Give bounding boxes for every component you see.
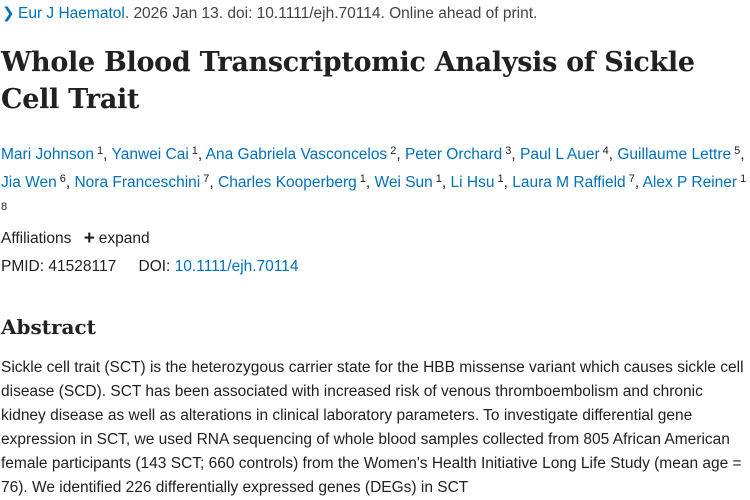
identifiers-row: PMID: 41528117 DOI: 10.1111/ejh.70114 bbox=[1, 257, 299, 277]
author-affiliation-number[interactable]: 2 bbox=[390, 145, 397, 157]
affiliations-label: Affiliations bbox=[1, 230, 72, 247]
author-separator: , bbox=[441, 174, 451, 191]
author-separator: , bbox=[197, 146, 206, 163]
author-affiliation-number[interactable]: 3 bbox=[505, 145, 512, 157]
author-affiliation-number[interactable]: 4 bbox=[602, 145, 609, 157]
author-affiliation-number[interactable]: 1 bbox=[359, 173, 366, 185]
author-link[interactable]: Yanwei Cai bbox=[111, 146, 189, 163]
pmid-value: 41528117 bbox=[48, 258, 117, 275]
article-title: Whole Blood Transcriptomic Analysis of S… bbox=[1, 47, 695, 115]
author-affiliation-number[interactable]: 1 bbox=[97, 145, 104, 157]
abstract-text: Sickle cell trait (SCT) is the heterozyg… bbox=[1, 359, 744, 496]
expand-affiliations-button[interactable]: + expand bbox=[83, 228, 150, 249]
author-link[interactable]: Ana Gabriela Vasconcelos bbox=[205, 146, 388, 163]
pmid-label: PMID: bbox=[1, 258, 45, 275]
doi-link[interactable]: 10.1111/ejh.70114 bbox=[174, 258, 299, 275]
abstract-heading: Abstract bbox=[1, 315, 96, 339]
author-link[interactable]: Laura M Raffield bbox=[512, 174, 626, 191]
journal-link[interactable]: Eur J Haematol bbox=[18, 5, 125, 22]
author-link[interactable]: Charles Kooperberg bbox=[218, 174, 357, 191]
chevron-right-icon[interactable]: ❯ bbox=[2, 5, 15, 22]
author-separator: , bbox=[511, 146, 521, 163]
author-separator: , bbox=[396, 146, 405, 163]
author-affiliation-number[interactable]: 1 bbox=[435, 173, 442, 185]
author-link[interactable]: Alex P Reiner bbox=[642, 174, 738, 191]
author-link[interactable]: Mari Johnson bbox=[1, 146, 95, 163]
author-link[interactable]: Nora Franceschini bbox=[74, 174, 201, 191]
author-affiliation-number[interactable]: 1 8 bbox=[1, 173, 747, 213]
author-affiliation-number[interactable]: 5 bbox=[734, 145, 741, 157]
author-link[interactable]: Jia Wen bbox=[1, 174, 57, 191]
author-separator: , bbox=[634, 174, 643, 191]
author-link[interactable]: Guillaume Lettre bbox=[617, 146, 732, 163]
author-separator: , bbox=[503, 174, 513, 191]
author-affiliation-number[interactable]: 6 bbox=[59, 173, 66, 185]
doi-label: DOI: bbox=[138, 258, 171, 275]
affiliations-row: Affiliations + expand bbox=[1, 229, 150, 249]
author-separator: , bbox=[608, 146, 618, 163]
author-affiliation-number[interactable]: 7 bbox=[628, 173, 635, 185]
author-link[interactable]: Li Hsu bbox=[450, 174, 495, 191]
author-affiliation-number[interactable]: 1 bbox=[191, 145, 198, 157]
author-link[interactable]: Paul L Auer bbox=[520, 146, 600, 163]
author-separator: , bbox=[65, 174, 75, 191]
author-list: Mari Johnson 1, Yanwei Cai 1, Ana Gabriela… bbox=[1, 139, 749, 223]
author-link[interactable]: Wei Sun bbox=[374, 174, 433, 191]
author-separator: , bbox=[365, 174, 375, 191]
plus-icon: + bbox=[83, 228, 95, 249]
author-separator: , bbox=[740, 146, 745, 163]
author-affiliation-number[interactable]: 7 bbox=[203, 173, 210, 185]
citation-line: ❯ Eur J Haematol. 2026 Jan 13. doi: 10.11… bbox=[2, 4, 537, 24]
author-separator: , bbox=[209, 174, 218, 191]
citation-details: . 2026 Jan 13. doi: 10.1111/ejh.70114. O… bbox=[124, 5, 538, 22]
author-affiliation-number[interactable]: 1 bbox=[497, 173, 504, 185]
expand-label: expand bbox=[98, 230, 150, 247]
author-link[interactable]: Peter Orchard bbox=[404, 146, 503, 163]
author-separator: , bbox=[103, 146, 112, 163]
